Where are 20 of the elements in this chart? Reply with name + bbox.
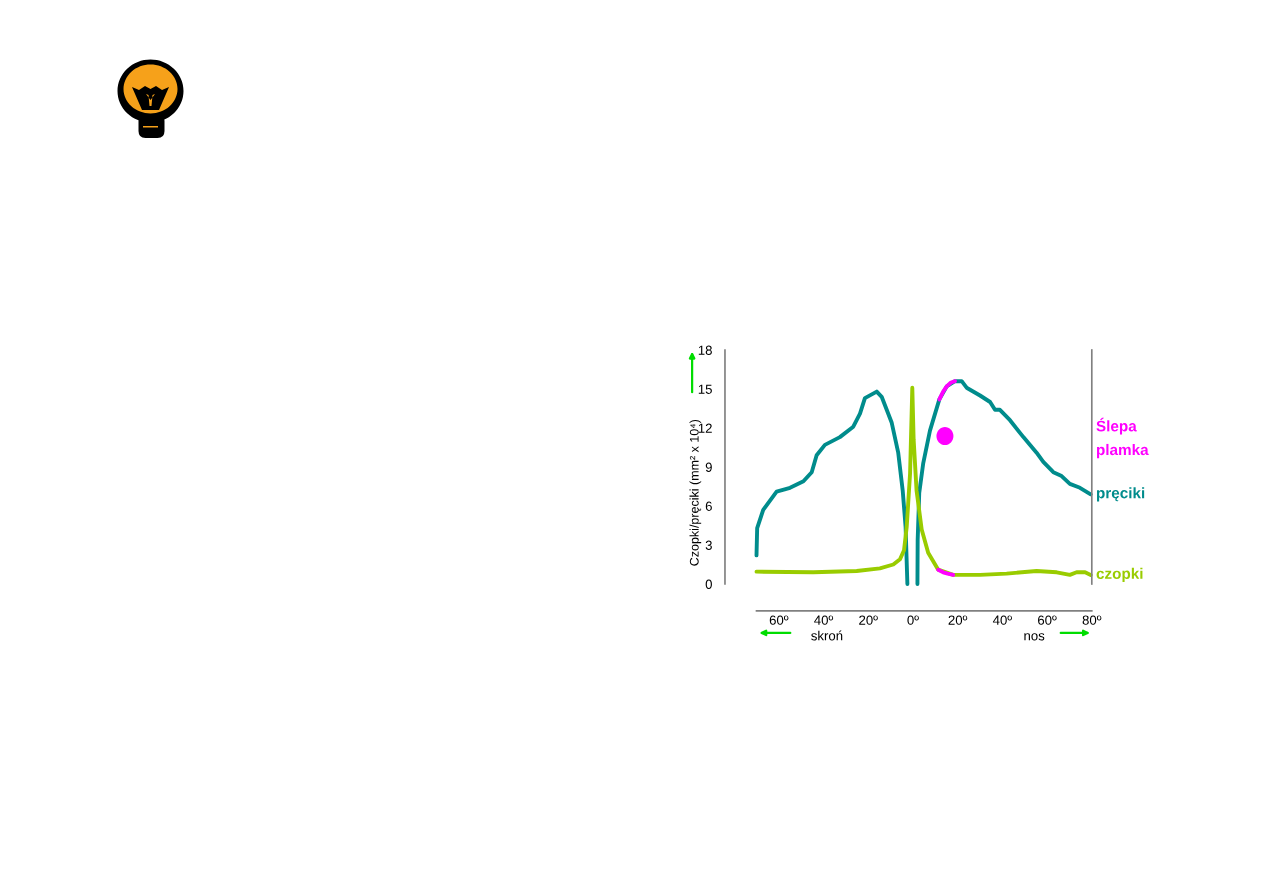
series-label: czopki: [1096, 567, 1143, 583]
y-tick-label: 0: [705, 579, 712, 589]
x-tick-label: 20º: [859, 615, 878, 625]
series-label: pręciki: [1096, 487, 1145, 502]
y-tick-label: 18: [698, 345, 712, 355]
y-tick-label: 9: [705, 462, 712, 472]
x-tick-label: 60º: [769, 615, 789, 625]
x-tick-label: 40º: [814, 615, 834, 625]
y-tick-label: 15: [698, 384, 712, 394]
x-tick-label: 40º: [992, 615, 1012, 625]
y-tick-label: 6: [705, 501, 712, 511]
x-tick-label: 20º: [948, 615, 968, 625]
x-tick-label: 80º: [1082, 615, 1102, 625]
text: skroń: [811, 630, 843, 641]
line-series: [937, 379, 957, 402]
x-tick-label: 0º: [907, 615, 919, 625]
text: Ślepa plamka: [1096, 417, 1149, 459]
text: nos: [1024, 633, 1045, 641]
x-tick-label: 60º: [1038, 615, 1057, 625]
y-tick-label: 3: [705, 540, 712, 550]
